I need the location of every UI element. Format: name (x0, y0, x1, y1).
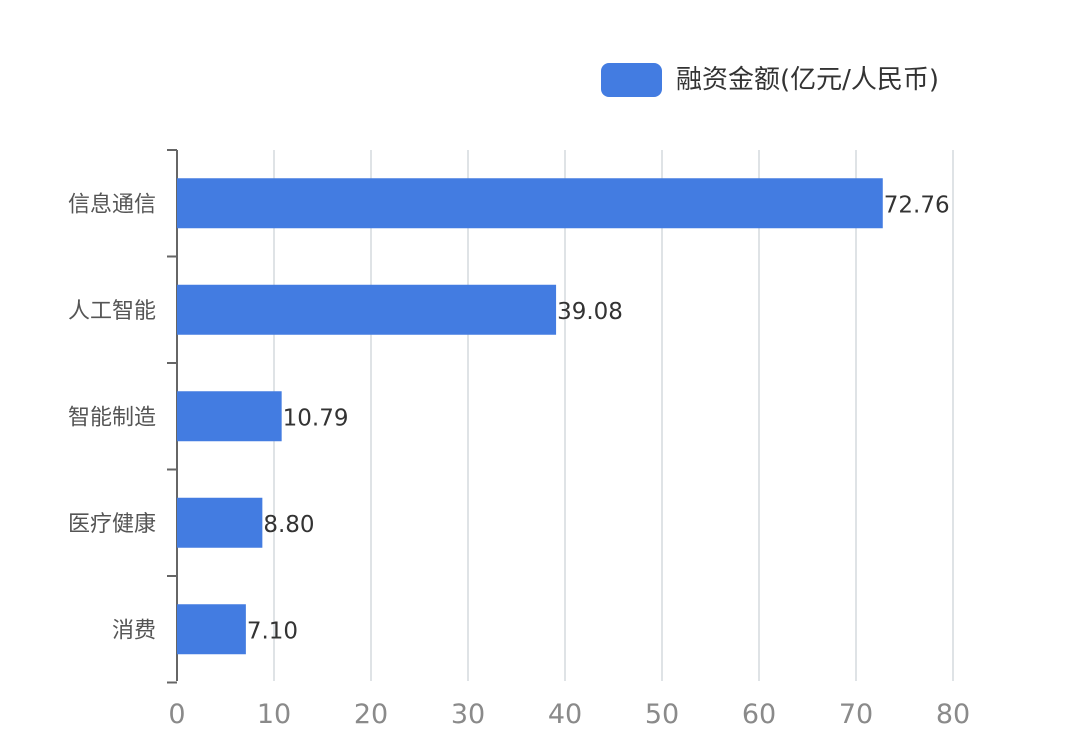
x-tick-label: 40 (548, 699, 582, 730)
bar-value-label: 72.76 (884, 192, 950, 218)
bar-value-label: 39.08 (557, 299, 623, 325)
x-tick-label: 30 (451, 699, 485, 730)
y-category-label: 信息通信 (68, 192, 156, 217)
bar-value-label: 7.10 (247, 618, 298, 644)
labels: 0 10 20 30 40 50 60 70 80 信息通信 72.76 人工智能 39.08 智能制造 1… (68, 192, 970, 730)
bar (177, 178, 883, 229)
bar (177, 497, 263, 548)
legend: 融资金额(亿元/人民币) (601, 63, 939, 97)
y-category-label: 人工智能 (68, 299, 156, 324)
x-tick-label: 80 (936, 699, 970, 730)
y-category-label: 医疗健康 (68, 512, 156, 537)
x-tick-label: 60 (742, 699, 776, 730)
axes (167, 149, 178, 684)
x-tick-label: 70 (839, 699, 873, 730)
legend-label: 融资金额(亿元/人民币) (676, 65, 939, 95)
y-category-label: 智能制造 (68, 405, 156, 430)
bars (177, 178, 883, 655)
bar-value-label: 10.79 (283, 405, 349, 431)
grid-lines (273, 150, 954, 681)
x-tick-label: 20 (354, 699, 388, 730)
bar-value-label: 8.80 (263, 512, 314, 538)
x-tick-label: 50 (645, 699, 679, 730)
x-tick-label: 0 (168, 699, 185, 730)
bar (177, 391, 282, 442)
legend-swatch (601, 63, 662, 97)
bar (177, 604, 246, 655)
bar (177, 284, 557, 335)
y-category-label: 消费 (112, 618, 156, 643)
x-tick-label: 10 (257, 699, 291, 730)
